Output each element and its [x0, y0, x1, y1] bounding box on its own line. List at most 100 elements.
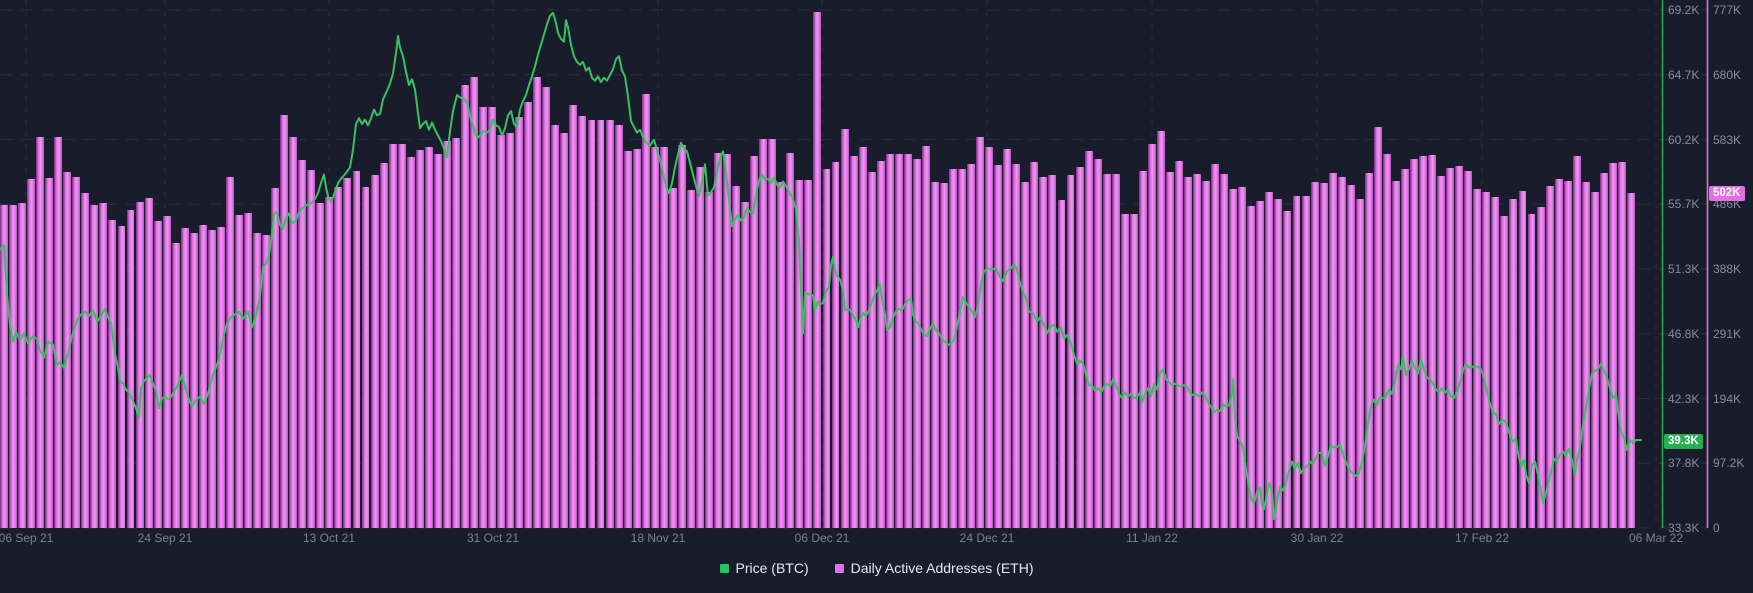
daily-active-addresses-bar — [1572, 156, 1581, 528]
daily-active-addresses-bar — [0, 205, 8, 528]
daily-active-addresses-bar — [63, 172, 72, 528]
daily-active-addresses-bar — [1364, 172, 1373, 528]
daily-active-addresses-bar — [271, 188, 280, 528]
addresses-tick-label: 291K — [1713, 326, 1742, 341]
daily-active-addresses-bar — [1093, 159, 1102, 528]
daily-active-addresses-bar — [1256, 200, 1265, 528]
daily-active-addresses-bar — [36, 137, 45, 528]
daily-active-addresses-bar — [415, 150, 424, 528]
legend-item-price[interactable]: Price (BTC) — [719, 560, 809, 576]
daily-active-addresses-bar — [207, 230, 216, 528]
daily-active-addresses-bar — [1581, 182, 1590, 528]
daily-active-addresses-bar — [1518, 190, 1527, 528]
daily-active-addresses-bar — [840, 129, 849, 528]
daily-active-addresses-bar — [560, 133, 569, 528]
daily-active-addresses-bar — [1283, 210, 1292, 528]
daily-active-addresses-bar — [659, 147, 668, 528]
daily-active-addresses-bar — [551, 124, 560, 528]
addresses-tick-label: 194K — [1713, 391, 1742, 406]
daily-active-addresses-bar — [903, 154, 912, 528]
daily-active-addresses-bar — [768, 139, 777, 528]
daily-active-addresses-bar — [912, 159, 921, 528]
daily-active-addresses-bar — [641, 94, 650, 528]
daily-active-addresses-bar — [280, 115, 289, 528]
daily-active-addresses-bar — [1473, 189, 1482, 528]
daily-active-addresses-bar — [253, 233, 262, 528]
daily-active-addresses-bar — [244, 213, 252, 528]
date-tick-label: 11 Jan 22 — [1126, 531, 1178, 545]
daily-active-addresses-bar — [216, 226, 225, 528]
date-tick-label: 06 Mar 22 — [1628, 531, 1684, 545]
daily-active-addresses-bar — [1220, 174, 1229, 528]
daily-active-addresses-bar — [1446, 168, 1455, 528]
daily-active-addresses-bar — [1238, 187, 1247, 528]
daily-active-addresses-bar — [497, 135, 506, 528]
daily-active-addresses-bar — [1563, 180, 1572, 528]
daily-active-addresses-bar — [370, 174, 379, 528]
daily-active-addresses-bar — [1626, 193, 1635, 528]
daily-active-addresses-bar — [795, 180, 804, 528]
daily-active-addresses-bar — [108, 220, 117, 528]
daily-active-addresses-bar — [334, 187, 343, 528]
daily-active-addresses-bar — [650, 147, 659, 528]
daily-active-addresses-bar — [1400, 169, 1409, 528]
price-legend-swatch-icon — [719, 563, 729, 573]
date-tick-label: 31 Oct 21 — [466, 531, 520, 545]
daily-active-addresses-bar — [1355, 199, 1364, 528]
daily-active-addresses-bar — [524, 102, 533, 528]
daily-active-addresses-bar — [198, 225, 207, 528]
daily-active-addresses-bar — [930, 182, 939, 528]
chart-plot-area[interactable] — [0, 0, 1709, 529]
daily-active-addresses-bar — [1437, 176, 1446, 528]
daily-active-addresses-bar — [298, 160, 307, 528]
addresses-tick-label: 0 — [1713, 521, 1720, 535]
addresses-tick-label: 97.2K — [1713, 456, 1745, 471]
daily-active-addresses-bar — [451, 138, 460, 528]
addresses-tick-label: 388K — [1713, 262, 1742, 276]
price-tick-label: 51.3K — [1668, 262, 1700, 276]
daily-active-addresses-bar — [144, 198, 153, 528]
daily-active-addresses-bar — [686, 190, 695, 528]
daily-active-addresses-bar — [867, 172, 876, 528]
daily-active-addresses-bar — [515, 117, 524, 528]
daily-active-addresses-bar — [479, 107, 487, 528]
daily-active-addresses-bars — [0, 12, 1635, 528]
daily-active-addresses-bar — [1012, 164, 1021, 528]
daily-active-addresses-bar — [1310, 182, 1319, 528]
daily-active-addresses-bar — [885, 154, 894, 528]
daily-active-addresses-bar — [695, 166, 704, 528]
daily-active-addresses-bar — [1428, 154, 1437, 528]
daily-active-addresses-bar — [596, 120, 605, 528]
daily-active-addresses-bar — [705, 192, 713, 528]
price-tick-label: 37.8K — [1668, 456, 1700, 471]
daily-active-addresses-bar — [831, 162, 840, 528]
daily-active-addresses-bar — [307, 170, 316, 528]
daily-active-addresses-bar — [1129, 214, 1138, 528]
addresses-legend-label: Daily Active Addresses (ETH) — [850, 560, 1034, 576]
daily-active-addresses-bar — [813, 12, 822, 528]
daily-active-addresses-bar — [1138, 170, 1147, 528]
daily-active-addresses-bar — [1292, 196, 1301, 528]
date-tick-label: 06 Sep 21 — [0, 531, 54, 545]
daily-active-addresses-bar — [623, 150, 632, 528]
daily-active-addresses-bar — [1021, 182, 1030, 528]
daily-active-addresses-bar — [1175, 161, 1183, 528]
daily-active-addresses-bar — [849, 156, 858, 528]
daily-active-addresses-bar — [804, 180, 813, 528]
daily-active-addresses-bar — [1111, 174, 1120, 528]
legend-item-daily-active-addresses[interactable]: Daily Active Addresses (ETH) — [834, 560, 1034, 576]
daily-active-addresses-bar — [1599, 172, 1608, 528]
daily-active-addresses-bar — [1156, 131, 1165, 528]
daily-active-addresses-bar — [985, 147, 994, 528]
addresses-tick-label: 583K — [1713, 132, 1742, 147]
daily-active-addresses-bar — [442, 141, 451, 528]
daily-active-addresses-bar — [940, 183, 948, 528]
daily-active-addresses-bar — [262, 234, 271, 528]
daily-active-addresses-bar — [361, 186, 370, 528]
date-tick-label: 13 Oct 21 — [302, 531, 356, 545]
daily-active-addresses-bar — [786, 152, 795, 528]
daily-active-addresses-bar — [117, 226, 126, 528]
daily-active-addresses-bar — [1328, 172, 1337, 528]
date-tick-label: 24 Sep 21 — [137, 531, 193, 545]
daily-active-addresses-bar — [352, 171, 361, 528]
